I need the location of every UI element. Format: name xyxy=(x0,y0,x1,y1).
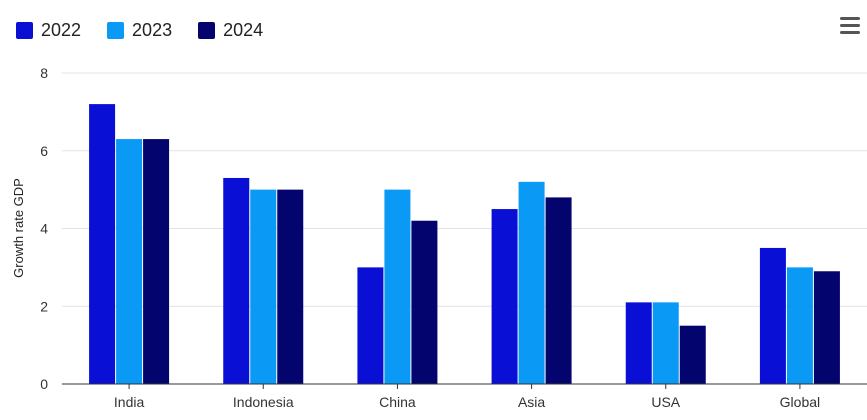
x-tick-label: China xyxy=(379,394,416,410)
legend-label: 2023 xyxy=(132,20,173,40)
bar-2022-china[interactable] xyxy=(357,267,384,384)
legend-item-2022[interactable]: 2022 xyxy=(16,20,81,41)
y-axis-title: Growth rate GDP xyxy=(11,178,26,278)
y-tick-label: 4 xyxy=(40,221,48,237)
legend-swatch xyxy=(107,22,125,39)
legend-label: 2024 xyxy=(223,20,264,40)
bar-2023-usa[interactable] xyxy=(652,302,679,384)
bar-2022-global[interactable] xyxy=(759,247,786,384)
bar-2022-asia[interactable] xyxy=(491,209,518,384)
bar-2023-india[interactable] xyxy=(116,139,143,384)
y-tick-label: 2 xyxy=(40,298,48,314)
bar-2023-asia[interactable] xyxy=(518,181,545,384)
legend-label: 2022 xyxy=(41,20,82,40)
bars xyxy=(89,104,840,384)
y-tick-label: 0 xyxy=(40,376,48,392)
bar-2024-china[interactable] xyxy=(411,220,438,384)
legend: 2022 2023 2024 xyxy=(16,20,263,41)
bar-2023-china[interactable] xyxy=(384,189,411,384)
bar-2024-global[interactable] xyxy=(813,271,840,384)
y-tick-label: 6 xyxy=(40,143,48,159)
bar-2023-global[interactable] xyxy=(786,267,813,384)
bar-2023-indonesia[interactable] xyxy=(250,189,277,384)
grid-lines xyxy=(62,72,867,307)
legend-swatch xyxy=(16,22,33,39)
bar-2024-india[interactable] xyxy=(143,139,170,384)
y-tick-label: 8 xyxy=(40,65,48,81)
axes: 0 2 4 6 8 India Indonesia China Asia USA Global xyxy=(40,65,867,410)
bar-2024-asia[interactable] xyxy=(545,197,572,384)
bar-2022-india[interactable] xyxy=(89,104,116,384)
hamburger-menu-icon[interactable] xyxy=(838,14,862,36)
bar-2022-usa[interactable] xyxy=(625,302,652,384)
x-tick-label: Asia xyxy=(518,394,545,410)
x-tick-label: India xyxy=(114,394,145,410)
bar-2024-usa[interactable] xyxy=(679,325,706,384)
legend-item-2024[interactable]: 2024 xyxy=(198,20,263,41)
legend-item-2023[interactable]: 2023 xyxy=(107,20,172,41)
x-tick-label: Indonesia xyxy=(233,394,294,410)
bar-2024-indonesia[interactable] xyxy=(277,189,304,384)
bar-2022-indonesia[interactable] xyxy=(223,177,250,384)
legend-swatch xyxy=(198,22,216,39)
x-tick-label: Global xyxy=(780,394,820,410)
x-tick-label: USA xyxy=(651,394,680,410)
